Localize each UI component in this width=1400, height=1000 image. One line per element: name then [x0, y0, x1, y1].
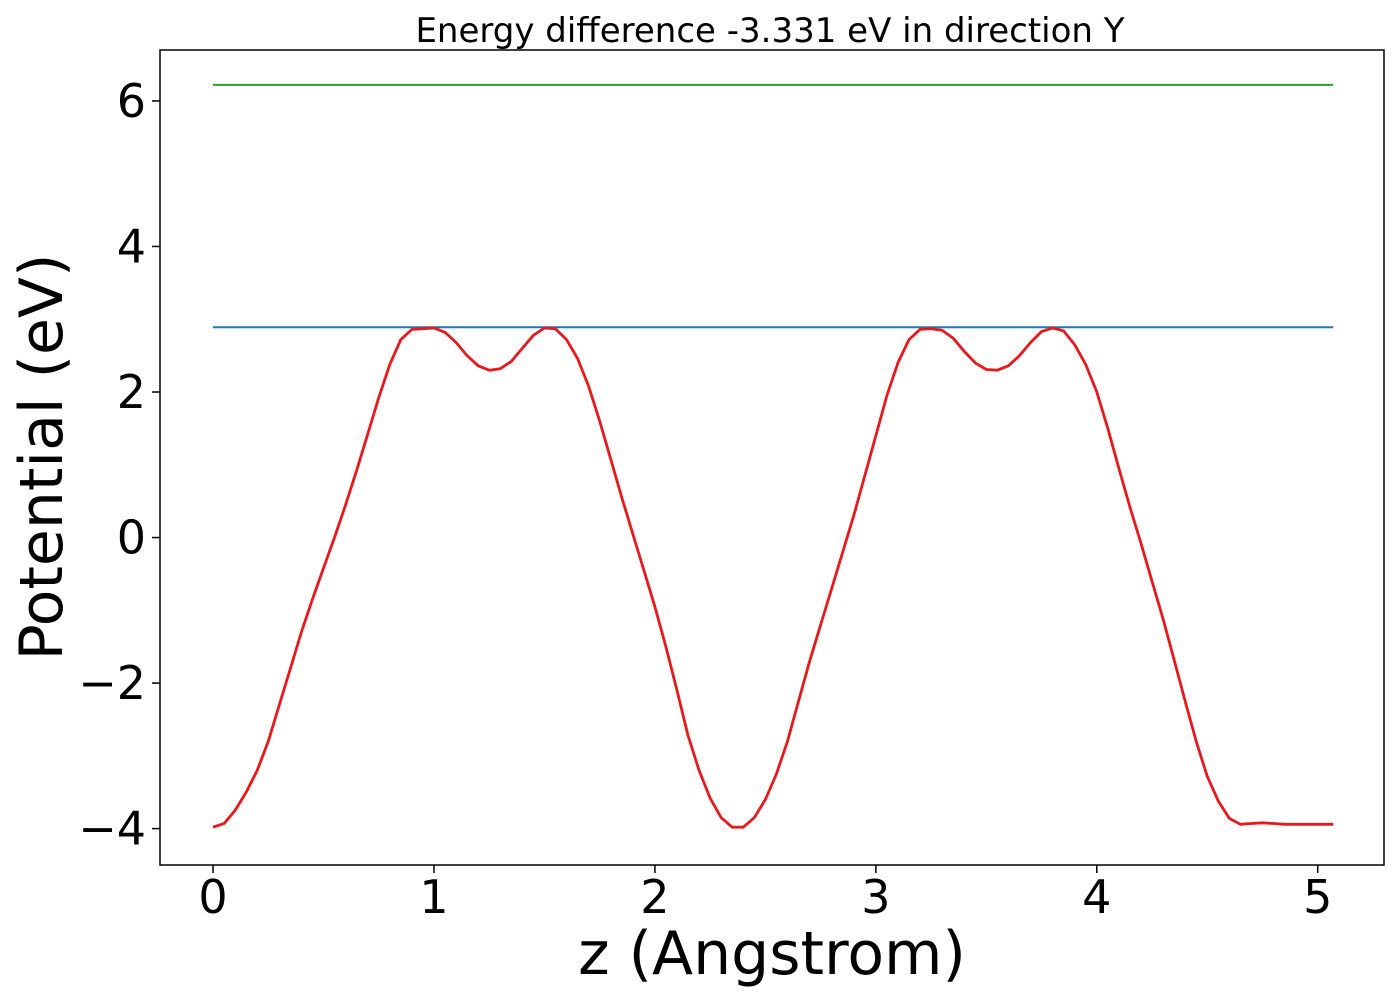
- x-tick-label: 1: [419, 870, 448, 924]
- x-tick-label: 4: [1082, 870, 1111, 924]
- plot-area: [212, 83, 1334, 829]
- y-tick-label: −4: [78, 802, 146, 856]
- x-tick-label: 2: [640, 870, 669, 924]
- plot-frame: [159, 49, 1385, 866]
- x-tick-label: 5: [1303, 870, 1332, 924]
- y-axis: −4 −2 0 2 4 6: [78, 74, 160, 856]
- y-tick-label: 6: [117, 74, 146, 128]
- x-tick-label: 0: [198, 870, 227, 924]
- chart-title: Energy difference -3.331 eV in direction…: [415, 11, 1124, 51]
- y-tick-label: −2: [78, 656, 146, 710]
- y-tick-label: 0: [117, 511, 146, 565]
- y-tick-label: 4: [117, 219, 146, 273]
- series-line-3: [212, 326, 1334, 829]
- x-axis: 0 1 2 3 4 5: [198, 865, 1332, 924]
- y-tick-label: 2: [117, 365, 146, 419]
- x-axis-label: z (Angstrom): [578, 919, 966, 989]
- x-tick-label: 3: [861, 870, 890, 924]
- y-axis-label: Potential (eV): [7, 254, 77, 661]
